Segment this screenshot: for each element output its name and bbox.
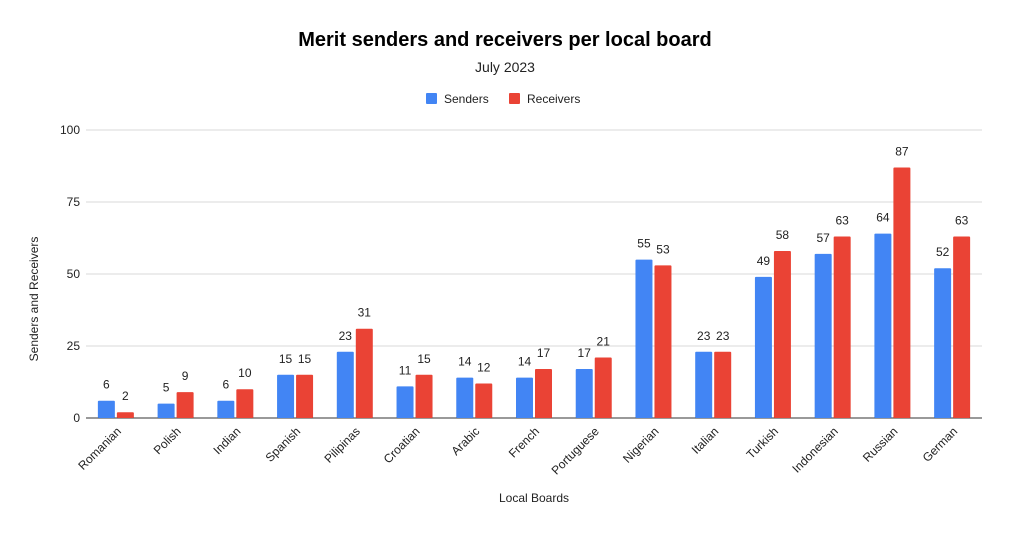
bar-senders: [336, 351, 354, 418]
x-tick-label: Romanian: [75, 424, 124, 473]
x-tick-label: Spanish: [263, 424, 304, 465]
gridlines: [86, 129, 982, 419]
data-label: 15: [417, 352, 431, 366]
bar-receivers: [654, 265, 672, 418]
data-label: 15: [298, 352, 312, 366]
bar-receivers: [296, 374, 314, 418]
bar-receivers: [176, 392, 194, 418]
x-tick-label: Pilipinas: [321, 424, 363, 466]
chart-title: Merit senders and receivers per local bo…: [298, 29, 712, 51]
data-label: 9: [182, 369, 189, 383]
data-label: 21: [597, 335, 611, 349]
bar-senders: [516, 377, 533, 418]
y-axis-ticks: 0 25 50 75 100: [60, 123, 80, 425]
y-tick-label: 0: [73, 411, 80, 425]
bar-senders: [814, 253, 832, 418]
x-tick-label: Nigerian: [620, 424, 662, 466]
x-axis-ticks: Romanian Polish Indian Spanish Pilipinas Croa…: [75, 424, 960, 478]
x-tick-label: French: [506, 424, 542, 460]
y-tick-label: 100: [60, 123, 80, 137]
bar-receivers: [475, 383, 493, 418]
legend-swatch-senders: [426, 93, 437, 104]
data-label: 63: [835, 214, 849, 228]
y-axis-label: Senders and Receivers: [27, 237, 41, 362]
bar-senders: [456, 377, 474, 418]
data-label: 11: [399, 363, 412, 377]
data-label: 63: [955, 214, 969, 228]
y-tick-label: 75: [67, 195, 81, 209]
bar-receivers: [714, 351, 732, 418]
data-label: 14: [518, 355, 532, 369]
bar-receivers: [116, 412, 134, 418]
bar-senders: [157, 403, 175, 418]
data-label: 52: [936, 245, 950, 259]
bar-senders: [695, 351, 713, 418]
data-label: 6: [222, 378, 229, 392]
x-tick-label: Indian: [210, 424, 243, 457]
x-tick-label: Arabic: [448, 424, 482, 458]
bars: [97, 167, 971, 418]
bar-receivers: [833, 236, 851, 418]
bar-senders: [575, 369, 593, 418]
data-label: 23: [339, 329, 353, 343]
x-tick-label: Indonesian: [789, 424, 840, 475]
x-tick-label: Turkish: [744, 424, 781, 461]
bar-receivers: [415, 374, 433, 418]
bar-senders: [277, 374, 295, 418]
x-tick-label: German: [920, 424, 961, 465]
bar-receivers: [773, 250, 791, 418]
bar-receivers: [893, 167, 911, 418]
x-tick-label: Russian: [860, 424, 901, 465]
x-tick-label: Portuguese: [549, 424, 603, 478]
bar-senders: [635, 259, 653, 418]
data-label: 23: [697, 329, 711, 343]
data-label: 64: [876, 211, 890, 225]
bar-senders: [754, 276, 772, 418]
data-label: 57: [816, 231, 830, 245]
data-label: 31: [358, 306, 372, 320]
bar-receivers: [953, 236, 971, 418]
chart-subtitle: July 2023: [475, 59, 535, 75]
data-label: 87: [895, 144, 909, 158]
bar-senders: [934, 268, 952, 418]
bar-receivers: [236, 389, 254, 418]
data-label: 17: [578, 346, 592, 360]
data-label: 14: [458, 355, 472, 369]
x-axis-label: Local Boards: [499, 491, 569, 505]
bar-senders: [97, 400, 115, 418]
data-label: 55: [637, 237, 651, 251]
legend-label-receivers: Receivers: [527, 92, 580, 106]
data-label: 5: [163, 381, 170, 395]
x-tick-label: Croatian: [381, 424, 423, 466]
legend: Senders Receivers: [426, 92, 580, 106]
data-label: 10: [238, 366, 252, 380]
x-tick-label: Italian: [689, 424, 722, 457]
y-tick-label: 25: [67, 339, 81, 353]
data-label: 58: [776, 228, 790, 242]
data-label: 23: [716, 329, 730, 343]
bar-senders: [874, 233, 892, 418]
data-label: 2: [122, 389, 129, 403]
y-tick-label: 50: [67, 267, 81, 281]
data-label: 53: [656, 242, 670, 256]
x-tick-label: Polish: [151, 424, 184, 457]
data-label: 49: [757, 254, 771, 268]
legend-label-senders: Senders: [444, 92, 489, 106]
bar-receivers: [535, 369, 552, 418]
data-label: 12: [477, 360, 491, 374]
bar-receivers: [355, 328, 373, 418]
bar-senders: [396, 386, 414, 418]
bar-receivers: [594, 357, 612, 418]
bar-senders: [217, 400, 235, 418]
legend-swatch-receivers: [509, 93, 520, 104]
data-label: 17: [537, 346, 551, 360]
data-label: 15: [279, 352, 293, 366]
data-label: 6: [103, 378, 110, 392]
